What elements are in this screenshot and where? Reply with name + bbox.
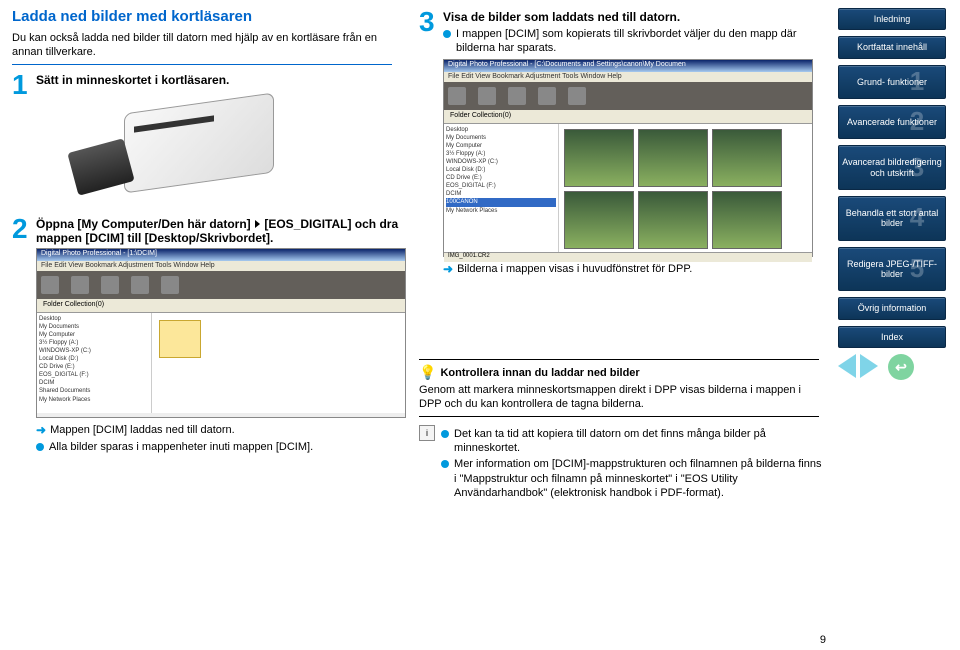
nav-chapter-3[interactable]: 3Avancerad bildredigering och utskrift — [838, 145, 946, 190]
nav-chapter-5[interactable]: 5Redigera JPEG-/TIFF-bilder — [838, 247, 946, 292]
screenshot-step2: Digital Photo Professional - [1:\DCIM] F… — [36, 248, 406, 418]
info-bullet-2: Mer information om [DCIM]-mappstrukturen… — [441, 457, 826, 500]
step-2: 2 Öppna [My Computer/Den här datorn] [EO… — [12, 215, 409, 457]
page-number: 9 — [820, 634, 826, 646]
lightbulb-icon: 💡 — [419, 364, 436, 381]
step-2-title: Öppna [My Computer/Den här datorn] [EOS_… — [36, 217, 409, 245]
info-bullet-1: Det kan ta tid att kopiera till datorn o… — [441, 427, 826, 456]
nav-chapter-1[interactable]: 1Grund- funktioner — [838, 65, 946, 99]
prev-page-icon[interactable] — [838, 354, 856, 378]
info-icon: i — [419, 425, 435, 441]
step-2-note: Alla bilder sparas i mappenheter inuti m… — [36, 440, 409, 454]
step-3-number: 3 — [419, 8, 443, 36]
card-reader-illustration — [64, 93, 279, 201]
page-title: Ladda ned bilder med kortläsaren — [12, 8, 409, 25]
tip-title: Kontrollera innan du laddar ned bilder — [440, 367, 639, 379]
step-1: 1 Sätt in minneskortet i kortläsaren. — [12, 71, 409, 211]
step-3-note: I mappen [DCIM] som kopierats till skriv… — [443, 27, 826, 56]
step-2-result: ➜Mappen [DCIM] laddas ned till datorn. — [36, 423, 409, 439]
step-1-number: 1 — [12, 71, 36, 99]
tip-text: Genom att markera minneskortsmappen dire… — [419, 383, 826, 412]
intro-text: Du kan också ladda ned bilder till dator… — [12, 31, 409, 60]
nav-kortfattat[interactable]: Kortfattat innehåll — [838, 36, 946, 58]
triangle-right-icon — [255, 220, 260, 228]
arrow-icon: ➜ — [36, 423, 46, 439]
nav-chapter-4[interactable]: 4Behandla ett stort antal bilder — [838, 196, 946, 241]
left-column: Ladda ned bilder med kortläsaren Du kan … — [12, 8, 409, 502]
main-content: Ladda ned bilder med kortläsaren Du kan … — [0, 0, 838, 650]
step-3-title: Visa de bilder som laddats ned till dato… — [443, 10, 826, 24]
step-3: 3 Visa de bilder som laddats ned till da… — [419, 8, 826, 279]
step-3-result: ➜Bilderna i mappen visas i huvudfönstret… — [443, 262, 826, 278]
next-page-icon[interactable] — [860, 354, 878, 378]
right-column: 3 Visa de bilder som laddats ned till da… — [419, 8, 826, 502]
step-2-number: 2 — [12, 215, 36, 243]
bullet-icon — [36, 443, 44, 451]
page-nav-arrows — [838, 354, 954, 380]
info-box: i Det kan ta tid att kopiera till datorn… — [419, 425, 826, 502]
bullet-icon — [443, 30, 451, 38]
nav-index[interactable]: Index — [838, 326, 946, 348]
tip-box: 💡 Kontrollera innan du laddar ned bilder… — [419, 359, 826, 417]
sidebar-nav: Inledning Kortfattat innehåll 1Grund- fu… — [838, 0, 960, 650]
divider — [12, 64, 392, 65]
bullet-icon — [441, 430, 449, 438]
arrow-icon: ➜ — [443, 262, 453, 278]
nav-chapter-2[interactable]: 2Avancerade funktioner — [838, 105, 946, 139]
bullet-icon — [441, 460, 449, 468]
nav-inledning[interactable]: Inledning — [838, 8, 946, 30]
nav-ovrig[interactable]: Övrig information — [838, 297, 946, 319]
back-icon[interactable] — [888, 354, 914, 380]
step-1-title: Sätt in minneskortet i kortläsaren. — [36, 73, 409, 87]
screenshot-step3: Digital Photo Professional - [C:\Documen… — [443, 59, 813, 257]
